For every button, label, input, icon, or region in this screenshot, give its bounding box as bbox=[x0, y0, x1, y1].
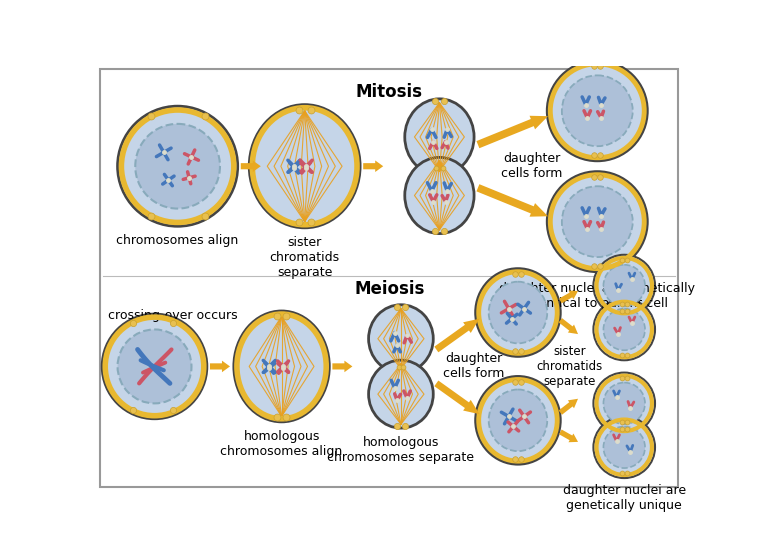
Ellipse shape bbox=[594, 417, 655, 478]
Polygon shape bbox=[434, 381, 480, 414]
Ellipse shape bbox=[562, 75, 633, 146]
Text: sister
chromatids
separate: sister chromatids separate bbox=[537, 345, 603, 388]
Text: daughter
cells form: daughter cells form bbox=[501, 152, 562, 180]
Polygon shape bbox=[241, 160, 261, 172]
Polygon shape bbox=[332, 361, 352, 372]
Ellipse shape bbox=[603, 309, 645, 350]
Ellipse shape bbox=[405, 158, 474, 234]
Ellipse shape bbox=[476, 269, 560, 356]
Text: daughter
cells form: daughter cells form bbox=[443, 353, 505, 380]
Text: Meiosis: Meiosis bbox=[354, 280, 424, 298]
Text: daughter nuclei are genetically
identical to parent cell: daughter nuclei are genetically identica… bbox=[499, 282, 695, 310]
Polygon shape bbox=[559, 430, 578, 442]
Text: homologous
chromosomes separate: homologous chromosomes separate bbox=[327, 436, 474, 464]
Polygon shape bbox=[559, 318, 578, 334]
Ellipse shape bbox=[594, 299, 655, 360]
Ellipse shape bbox=[476, 376, 560, 464]
Ellipse shape bbox=[249, 105, 360, 228]
Text: Mitosis: Mitosis bbox=[356, 83, 423, 101]
Text: homologous
chromosomes align: homologous chromosomes align bbox=[220, 430, 343, 457]
Ellipse shape bbox=[603, 382, 645, 424]
Ellipse shape bbox=[118, 106, 238, 226]
Polygon shape bbox=[210, 361, 230, 372]
Ellipse shape bbox=[118, 329, 191, 403]
Ellipse shape bbox=[489, 282, 547, 343]
Ellipse shape bbox=[594, 372, 655, 434]
Ellipse shape bbox=[234, 311, 329, 422]
Ellipse shape bbox=[547, 61, 647, 161]
Ellipse shape bbox=[369, 305, 433, 372]
Ellipse shape bbox=[594, 255, 655, 316]
Text: sister
chromatids
separate: sister chromatids separate bbox=[269, 235, 340, 278]
Ellipse shape bbox=[102, 314, 207, 419]
Polygon shape bbox=[559, 399, 578, 415]
Ellipse shape bbox=[489, 390, 547, 451]
Polygon shape bbox=[559, 290, 578, 303]
Ellipse shape bbox=[135, 124, 220, 209]
Text: chromosomes align: chromosomes align bbox=[116, 234, 239, 247]
Ellipse shape bbox=[369, 360, 433, 428]
Ellipse shape bbox=[405, 99, 474, 175]
Ellipse shape bbox=[603, 426, 645, 468]
Ellipse shape bbox=[547, 171, 647, 272]
Polygon shape bbox=[434, 318, 480, 352]
Polygon shape bbox=[477, 116, 548, 148]
Ellipse shape bbox=[603, 265, 645, 306]
Polygon shape bbox=[364, 160, 383, 172]
Polygon shape bbox=[477, 184, 548, 217]
Text: daughter nuclei are
genetically unique: daughter nuclei are genetically unique bbox=[562, 484, 686, 512]
Text: crossing-over occurs: crossing-over occurs bbox=[108, 309, 237, 322]
Ellipse shape bbox=[562, 186, 633, 257]
